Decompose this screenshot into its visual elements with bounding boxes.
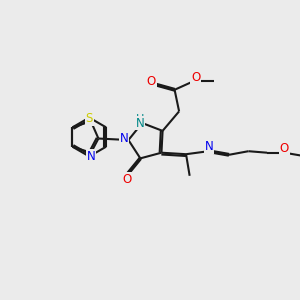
Text: O: O [147,76,156,88]
Text: N: N [120,132,128,145]
Text: N: N [205,140,214,153]
Text: S: S [86,112,93,125]
Text: O: O [122,173,131,186]
Text: O: O [280,142,289,155]
Text: O: O [191,71,200,84]
Text: N: N [136,116,145,130]
Text: N: N [86,150,95,163]
Text: H: H [136,113,144,124]
